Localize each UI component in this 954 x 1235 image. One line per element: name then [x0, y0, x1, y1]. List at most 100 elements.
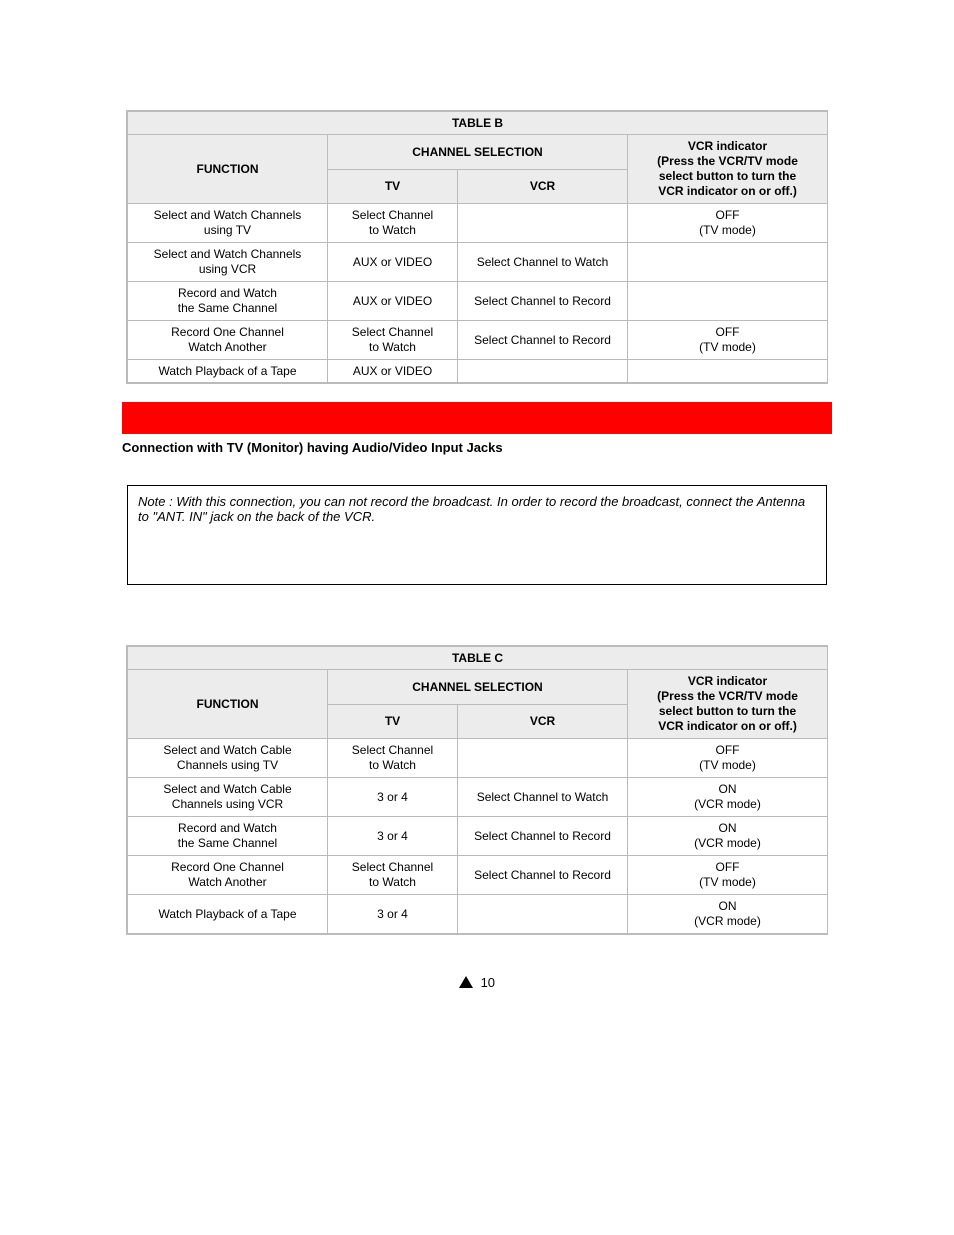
cell-text: OFF	[716, 743, 740, 757]
table-row: Select and Watch Cable Channels using TV…	[128, 739, 828, 778]
header-indicator-l1: VCR indicator	[688, 674, 767, 688]
red-banner	[122, 402, 832, 434]
cell-text: Record and Watch	[178, 821, 277, 835]
header-indicator-l2: (Press the VCR/TV mode	[657, 154, 798, 168]
page-number: 10	[481, 975, 495, 990]
table-row: Select and Watch Channels using TV Selec…	[128, 204, 828, 243]
cell-vcr: Select Channel to Record	[458, 817, 628, 856]
cell-text: Select Channel	[352, 860, 433, 874]
header-indicator-l3: select button to turn the	[659, 169, 796, 183]
cell-text: Select Channel	[352, 743, 433, 757]
cell-indicator	[628, 282, 828, 321]
cell-text: Record and Watch	[178, 286, 277, 300]
table-row: Record One Channel Watch Another Select …	[128, 321, 828, 360]
cell-indicator: OFF (TV mode)	[628, 739, 828, 778]
cell-function: Record and Watch the Same Channel	[128, 282, 328, 321]
header-vcr: VCR	[458, 704, 628, 739]
table-b-title: TABLE B	[128, 112, 828, 135]
cell-text: (TV mode)	[699, 875, 756, 889]
cell-text: Record One Channel	[171, 325, 284, 339]
cell-text: OFF	[716, 860, 740, 874]
cell-tv: Select Channel to Watch	[328, 739, 458, 778]
cell-function: Record One Channel Watch Another	[128, 321, 328, 360]
cell-tv: Select Channel to Watch	[328, 204, 458, 243]
note-box: Note : With this connection, you can not…	[127, 485, 827, 585]
cell-text: Select and Watch Channels	[154, 247, 302, 261]
table-row: Record One Channel Watch Another Select …	[128, 856, 828, 895]
cell-text: ON	[719, 821, 737, 835]
cell-function: Select and Watch Channels using TV	[128, 204, 328, 243]
cell-tv: AUX or VIDEO	[328, 282, 458, 321]
cell-text: Channels using VCR	[172, 797, 283, 811]
header-indicator-l3: select button to turn the	[659, 704, 796, 718]
cell-text: the Same Channel	[178, 836, 277, 850]
header-vcr: VCR	[458, 169, 628, 204]
cell-text: Watch Another	[188, 340, 266, 354]
cell-indicator: ON (VCR mode)	[628, 817, 828, 856]
table-c-title: TABLE C	[128, 647, 828, 670]
cell-function: Select and Watch Cable Channels using VC…	[128, 778, 328, 817]
cell-text: using TV	[204, 223, 251, 237]
table-row: Watch Playback of a Tape 3 or 4 ON (VCR …	[128, 895, 828, 934]
cell-vcr: Select Channel to Watch	[458, 778, 628, 817]
page: TABLE B FUNCTION CHANNEL SELECTION VCR i…	[0, 0, 954, 1050]
table-row: Watch Playback of a Tape AUX or VIDEO	[128, 360, 828, 383]
cell-text: (VCR mode)	[694, 797, 761, 811]
cell-text: Select and Watch Cable	[163, 743, 291, 757]
cell-text: Watch Another	[188, 875, 266, 889]
table-c: TABLE C FUNCTION CHANNEL SELECTION VCR i…	[126, 645, 828, 935]
cell-text: to Watch	[369, 875, 416, 889]
header-indicator: VCR indicator (Press the VCR/TV mode sel…	[628, 135, 828, 204]
cell-vcr	[458, 204, 628, 243]
header-channel-selection: CHANNEL SELECTION	[328, 135, 628, 170]
triangle-up-icon	[459, 976, 473, 988]
header-tv: TV	[328, 169, 458, 204]
cell-vcr: Select Channel to Record	[458, 282, 628, 321]
cell-tv: Select Channel to Watch	[328, 856, 458, 895]
cell-text: ON	[719, 899, 737, 913]
table-c-header-row1: FUNCTION CHANNEL SELECTION VCR indicator…	[128, 670, 828, 705]
cell-indicator	[628, 360, 828, 383]
cell-function: Record One Channel Watch Another	[128, 856, 328, 895]
table-row: Select and Watch Cable Channels using VC…	[128, 778, 828, 817]
table-b-table: TABLE B FUNCTION CHANNEL SELECTION VCR i…	[127, 111, 828, 383]
table-row: Record and Watch the Same Channel AUX or…	[128, 282, 828, 321]
cell-text: (VCR mode)	[694, 914, 761, 928]
header-channel-selection: CHANNEL SELECTION	[328, 670, 628, 705]
header-indicator-l4: VCR indicator on or off.)	[658, 184, 797, 198]
table-b-title-row: TABLE B	[128, 112, 828, 135]
cell-text: OFF	[716, 208, 740, 222]
cell-text: Record One Channel	[171, 860, 284, 874]
cell-text: the Same Channel	[178, 301, 277, 315]
cell-function: Record and Watch the Same Channel	[128, 817, 328, 856]
cell-indicator: OFF (TV mode)	[628, 321, 828, 360]
cell-function: Select and Watch Channels using VCR	[128, 243, 328, 282]
cell-text: ON	[719, 782, 737, 796]
cell-text: to Watch	[369, 223, 416, 237]
table-c-table: TABLE C FUNCTION CHANNEL SELECTION VCR i…	[127, 646, 828, 934]
cell-text: to Watch	[369, 758, 416, 772]
cell-text: Select and Watch Cable	[163, 782, 291, 796]
cell-vcr: Select Channel to Record	[458, 321, 628, 360]
cell-text: (TV mode)	[699, 340, 756, 354]
cell-text: Select and Watch Channels	[154, 208, 302, 222]
header-function: FUNCTION	[128, 135, 328, 204]
cell-text: (TV mode)	[699, 758, 756, 772]
footer: 10 back to the top	[0, 975, 954, 990]
cell-indicator: ON (VCR mode)	[628, 895, 828, 934]
table-c-title-row: TABLE C	[128, 647, 828, 670]
cell-vcr	[458, 739, 628, 778]
section-caption: Connection with TV (Monitor) having Audi…	[122, 440, 832, 455]
table-b: TABLE B FUNCTION CHANNEL SELECTION VCR i…	[126, 110, 828, 384]
cell-tv: AUX or VIDEO	[328, 243, 458, 282]
cell-text: using VCR	[199, 262, 256, 276]
cell-vcr	[458, 895, 628, 934]
cell-indicator: ON (VCR mode)	[628, 778, 828, 817]
cell-text: OFF	[716, 325, 740, 339]
cell-indicator: OFF (TV mode)	[628, 204, 828, 243]
cell-vcr: Select Channel to Watch	[458, 243, 628, 282]
cell-vcr	[458, 360, 628, 383]
cell-text: to Watch	[369, 340, 416, 354]
cell-tv: 3 or 4	[328, 817, 458, 856]
cell-indicator	[628, 243, 828, 282]
